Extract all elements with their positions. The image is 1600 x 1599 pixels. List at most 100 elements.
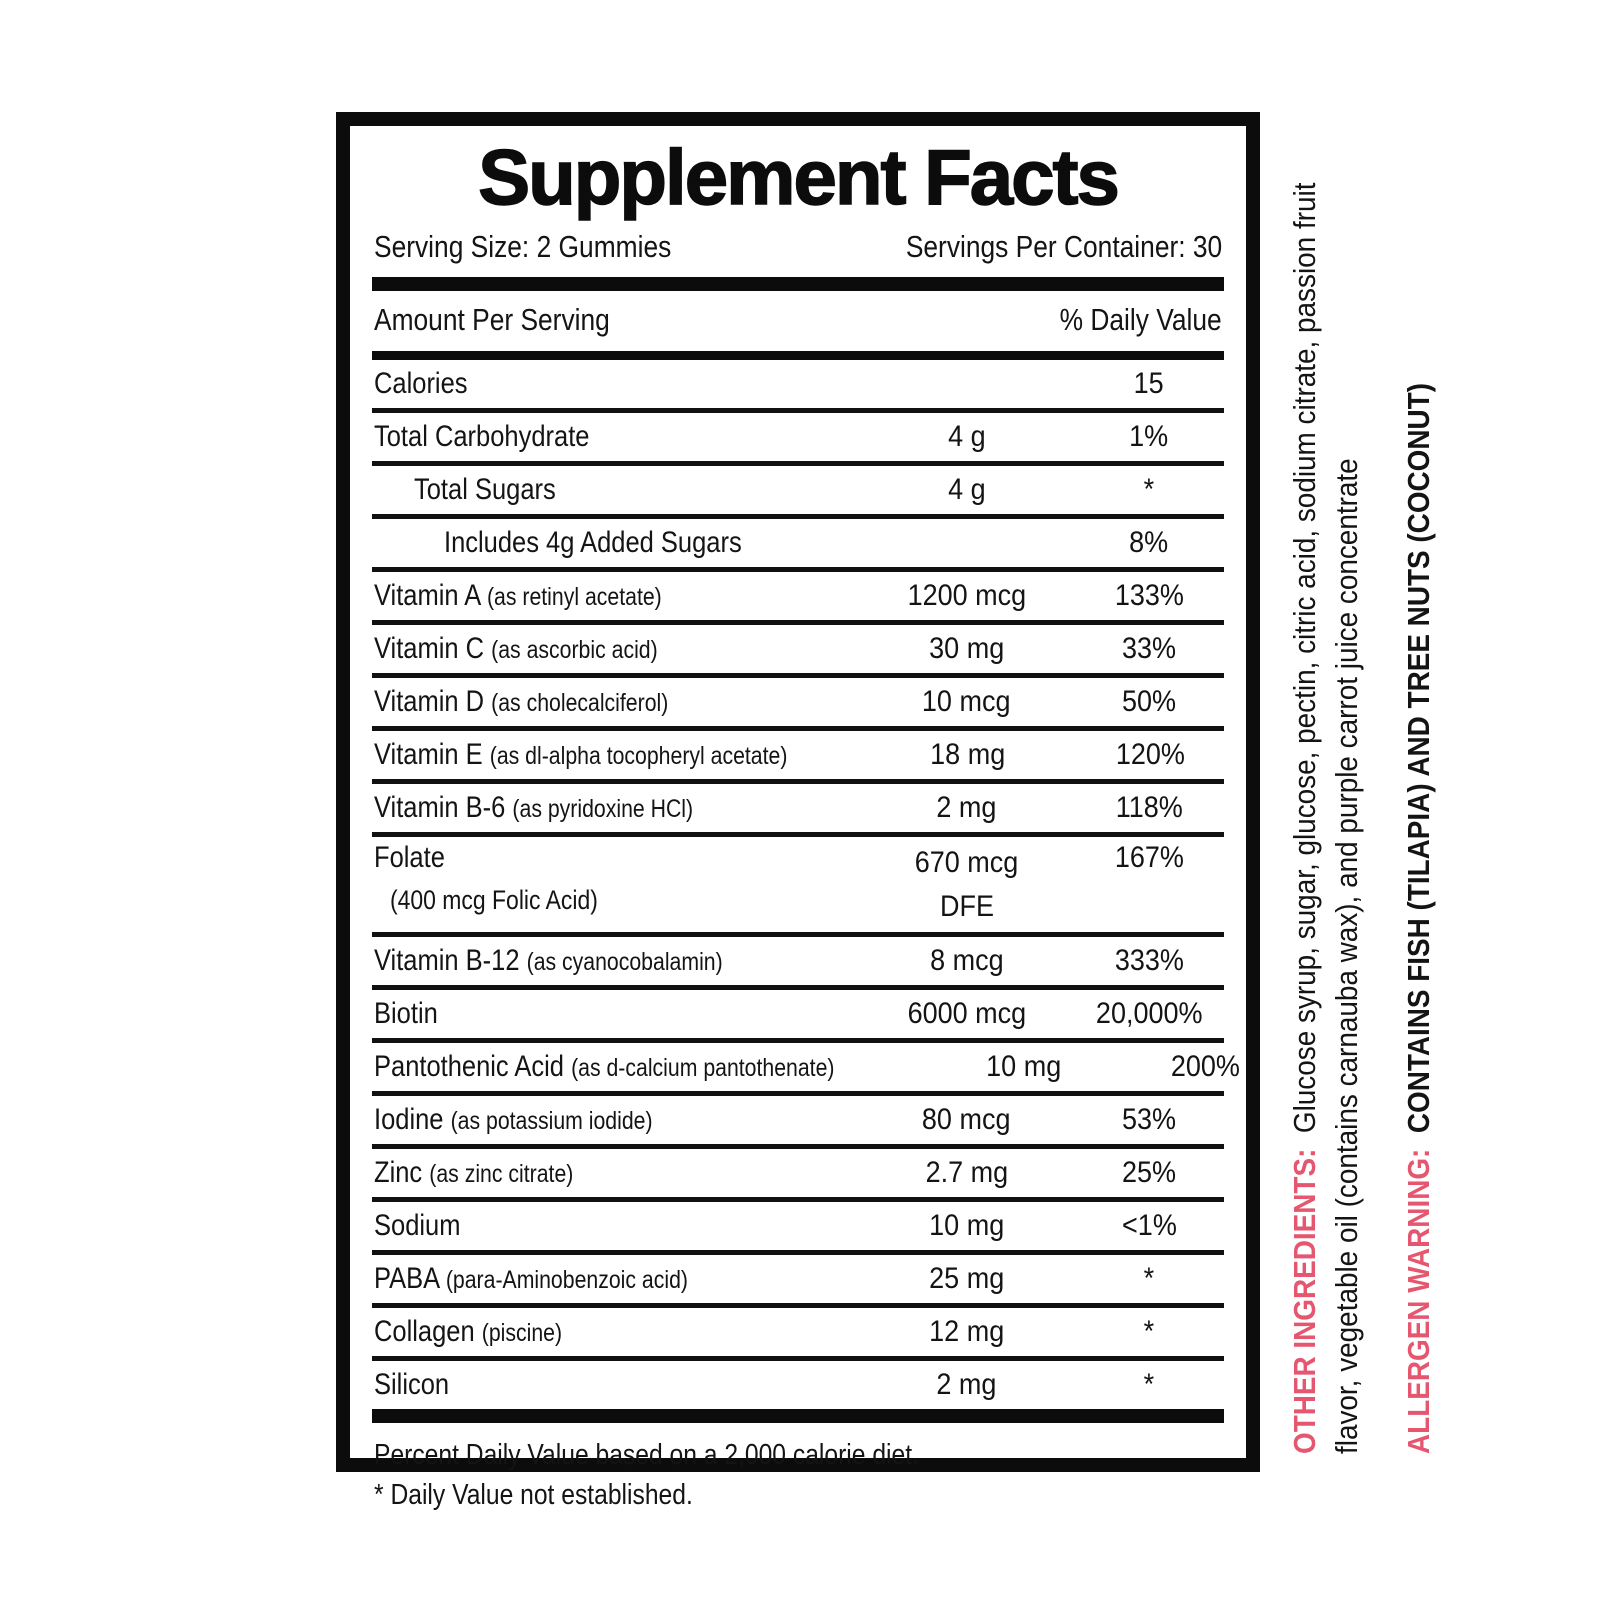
nutrient-name-cell: Vitamin C (as ascorbic acid)	[372, 632, 859, 666]
nutrient-daily-value: *	[1143, 1262, 1155, 1296]
nutrient-amount: 1200 mcg	[907, 579, 1026, 613]
nutrient-name: Collagen	[374, 1315, 475, 1349]
nutrient-daily-value: 1%	[1129, 420, 1169, 454]
nutrient-amount: 12 mg	[928, 1315, 1005, 1349]
footnotes: Percent Daily Value based on a 2,000 cal…	[372, 1423, 1224, 1515]
nutrient-name: Calories	[374, 367, 468, 401]
nutrient-daily-value: 118%	[1115, 791, 1183, 825]
nutrient-name-cell: Zinc (as zinc citrate)	[372, 1156, 859, 1190]
other-ingredients-text-2: flavor, vegetable oil (contains carnauba…	[1329, 458, 1364, 1454]
nutrient-row-vitamin-e: Vitamin E (as dl-alpha tocopheryl acetat…	[372, 731, 1224, 785]
side-rotated-text: OTHER INGREDIENTS: Glucose syrup, sugar,…	[1284, 114, 1460, 1454]
nutrient-daily-value: 120%	[1115, 738, 1185, 772]
nutrient-daily-value: <1%	[1121, 1209, 1177, 1243]
footnote-not-established: * Daily Value not established.	[374, 1479, 693, 1512]
nutrient-amount: 18 mg	[930, 738, 1006, 772]
nutrient-name-cell: Total Sugars	[372, 473, 859, 507]
nutrient-name-cell: Folate (400 mcg Folic Acid)	[372, 841, 859, 916]
nutrient-name: Total Carbohydrate	[374, 420, 590, 454]
nutrient-name-cell: Includes 4g Added Sugars	[372, 526, 859, 560]
nutrient-row-folate: Folate (400 mcg Folic Acid) 670 mcg DFE 167%	[372, 837, 1224, 938]
nutrient-name: Vitamin A	[374, 579, 480, 613]
nutrient-amount: 2 mg	[936, 1368, 997, 1402]
nutrient-daily-value: *	[1143, 1368, 1155, 1402]
nutrient-amount: 30 mg	[928, 632, 1005, 666]
nutrient-amount: 4 g	[947, 473, 986, 507]
nutrient-name: PABA	[374, 1262, 439, 1296]
nutrient-detail: (as zinc citrate)	[429, 1160, 574, 1189]
nutrient-detail: (as cyanocobalamin)	[526, 948, 723, 977]
nutrient-name-cell: Silicon	[372, 1368, 859, 1402]
nutrient-row-zinc: Zinc (as zinc citrate) 2.7 mg 25%	[372, 1149, 1224, 1203]
nutrient-amount: 25 mg	[928, 1262, 1005, 1296]
allergen-warning-line: ALLERGEN WARNING: CONTAINS FISH (TILAPIA…	[1398, 114, 1440, 1454]
nutrient-amount: 670 mcg DFE	[914, 846, 1019, 923]
nutrient-row-total-sugars: Total Sugars 4 g *	[372, 466, 1224, 520]
nutrient-name: Vitamin D	[374, 685, 485, 719]
nutrient-row-silicon: Silicon 2 mg *	[372, 1361, 1224, 1409]
nutrient-name: Vitamin C	[374, 632, 485, 666]
nutrient-detail: (piscine)	[481, 1319, 563, 1348]
nutrient-row-paba: PABA (para-Aminobenzoic acid) 25 mg *	[372, 1255, 1224, 1309]
nutrient-amount: 10 mcg	[922, 685, 1011, 719]
nutrient-daily-value: 167%	[1114, 841, 1184, 875]
nutrient-name: Silicon	[374, 1368, 450, 1402]
nutrient-detail: (as cholecalciferol)	[491, 689, 669, 718]
nutrient-name-cell: Vitamin B-6 (as pyridoxine HCl)	[372, 791, 859, 825]
nutrient-amount: 80 mcg	[922, 1103, 1011, 1137]
divider-thick-top	[372, 277, 1224, 292]
nutrient-name-cell: Collagen (piscine)	[372, 1315, 859, 1349]
nutrient-row-vitamin-c: Vitamin C (as ascorbic acid) 30 mg 33%	[372, 625, 1224, 679]
nutrient-name-cell: Vitamin D (as cholecalciferol)	[372, 685, 859, 719]
nutrient-row-calories: Calories 15	[372, 360, 1224, 414]
nutrient-amount	[859, 367, 1074, 401]
nutrient-daily-value: 333%	[1114, 944, 1184, 978]
nutrient-amount: 2.7 mg	[925, 1156, 1008, 1190]
nutrient-name: Vitamin E	[374, 738, 483, 772]
nutrient-row-collagen: Collagen (piscine) 12 mg *	[372, 1308, 1224, 1362]
nutrient-name-cell: Biotin	[372, 997, 859, 1031]
serving-info-row: Serving Size: 2 Gummies Servings Per Con…	[372, 227, 1224, 277]
panel-title: Supplement Facts	[477, 132, 1120, 221]
nutrient-name: Biotin	[374, 997, 438, 1031]
nutrient-row-vitamin-d: Vitamin D (as cholecalciferol) 10 mcg 50%	[372, 678, 1224, 732]
nutrient-daily-value: 50%	[1121, 685, 1177, 719]
nutrient-name: Zinc	[374, 1156, 423, 1190]
nutrient-daily-value: *	[1143, 1315, 1155, 1349]
nutrient-name-line2: (400 mcg Folic Acid)	[390, 885, 598, 916]
nutrient-row-iodine: Iodine (as potassium iodide) 80 mcg 53%	[372, 1096, 1224, 1150]
nutrient-amount: 2 mg	[936, 791, 997, 825]
nutrient-name: Vitamin B-12	[374, 944, 520, 978]
nutrient-name-cell: Iodine (as potassium iodide)	[372, 1103, 859, 1137]
nutrient-name-cell: Vitamin B-12 (as cyanocobalamin)	[372, 944, 859, 978]
nutrient-detail: (as pyridoxine HCl)	[512, 795, 694, 824]
nutrient-detail: (as d-calcium pantothenate)	[571, 1054, 835, 1083]
nutrient-name: Folate	[374, 841, 445, 875]
divider-medium	[372, 351, 1224, 361]
footnote-daily-value: Percent Daily Value based on a 2,000 cal…	[374, 1439, 919, 1472]
nutrient-row-vitamin-b-12: Vitamin B-12 (as cyanocobalamin) 8 mcg 333…	[372, 937, 1224, 991]
nutrient-row-sodium: Sodium 10 mg <1%	[372, 1202, 1224, 1256]
nutrient-name-cell: Vitamin E (as dl-alpha tocopheryl acetat…	[372, 738, 860, 772]
nutrient-daily-value: 15	[1133, 367, 1165, 401]
supplement-facts-panel: Supplement Facts Serving Size: 2 Gummies…	[336, 112, 1260, 1511]
daily-value-header: % Daily Value	[1059, 302, 1222, 338]
nutrient-name: Pantothenic Acid	[374, 1050, 564, 1084]
nutrient-detail: (para-Aminobenzoic acid)	[445, 1266, 688, 1295]
nutrient-detail: (as retinyl acetate)	[486, 583, 662, 612]
nutrient-daily-value: 53%	[1121, 1103, 1177, 1137]
amount-per-serving-header: Amount Per Serving	[374, 302, 610, 338]
nutrient-daily-value: 200%	[1171, 1050, 1241, 1084]
nutrient-amount: 4 g	[947, 420, 986, 454]
nutrient-daily-value: 8%	[1129, 526, 1169, 560]
nutrient-daily-value: 133%	[1114, 579, 1184, 613]
nutrient-name: Vitamin B-6	[374, 791, 506, 825]
nutrient-daily-value: *	[1143, 473, 1155, 507]
nutrient-detail: (as ascorbic acid)	[491, 636, 658, 665]
nutrient-name: Total Sugars	[414, 473, 556, 507]
nutrient-name: Iodine	[374, 1103, 444, 1137]
nutrient-table: Calories 15 Total Carbohydrate 4 g 1% Total S…	[372, 360, 1240, 1409]
nutrient-row-pantothenic-acid: Pantothenic Acid (as d-calcium pantothen…	[372, 1043, 1240, 1097]
nutrient-row-vitamin-a: Vitamin A (as retinyl acetate) 1200 mcg 13…	[372, 572, 1224, 626]
